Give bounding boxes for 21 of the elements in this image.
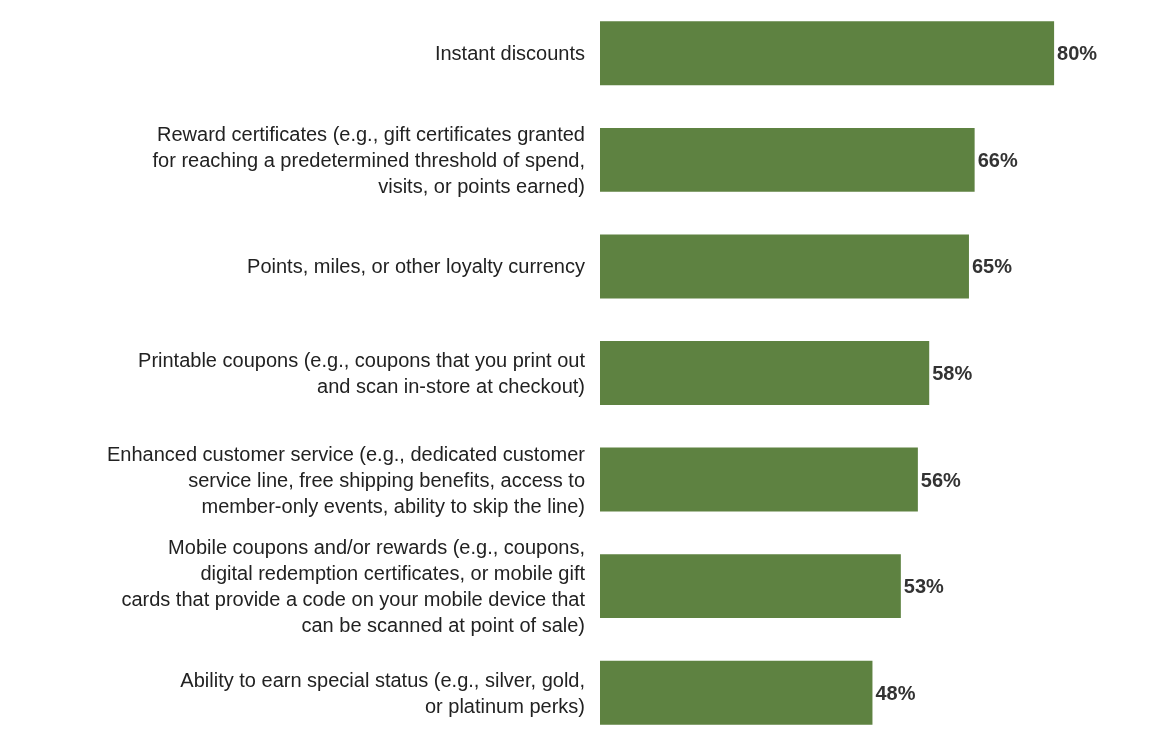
bar xyxy=(600,127,975,192)
bar xyxy=(600,21,1055,86)
bar xyxy=(600,447,918,512)
data-label: 65% xyxy=(971,255,1013,278)
y-tick-label: Reward certificates (e.g., gift certificates granted for reaching a predetermined threshold of spend, visits, or points earned) xyxy=(152,122,585,197)
data-label: 56% xyxy=(920,468,962,491)
bar xyxy=(600,341,930,405)
data-label: 80% xyxy=(1057,42,1098,65)
data-label: 53% xyxy=(903,575,945,598)
data-label: 58% xyxy=(932,362,973,384)
y-tick-label: Mobile coupons and/or rewards (e.g., coupons, digital redemption certificates, or mobile gift cards that provide a code on your mobile device that can be scanned at point of sale) xyxy=(121,536,586,637)
data-label: 66% xyxy=(977,148,1018,171)
bar xyxy=(600,660,873,725)
y-tick-label: Ability to earn special status (e.g., silver, gold, or platinum perks) xyxy=(180,668,585,717)
y-tick-label: Instant discounts xyxy=(434,42,585,65)
y-tick-label: Enhanced customer service (e.g., dedicated customer service line, free shipping benefits, access to member-only events, ability to skip the line) xyxy=(106,442,586,517)
data-label: 48% xyxy=(875,681,916,704)
bar xyxy=(600,554,901,619)
bar xyxy=(600,234,969,299)
y-tick-label: Printable coupons (e.g., coupons that you print out and scan in-store at checkout) xyxy=(138,349,586,397)
y-tick-label: Points, miles, or other loyalty currency xyxy=(247,255,585,278)
